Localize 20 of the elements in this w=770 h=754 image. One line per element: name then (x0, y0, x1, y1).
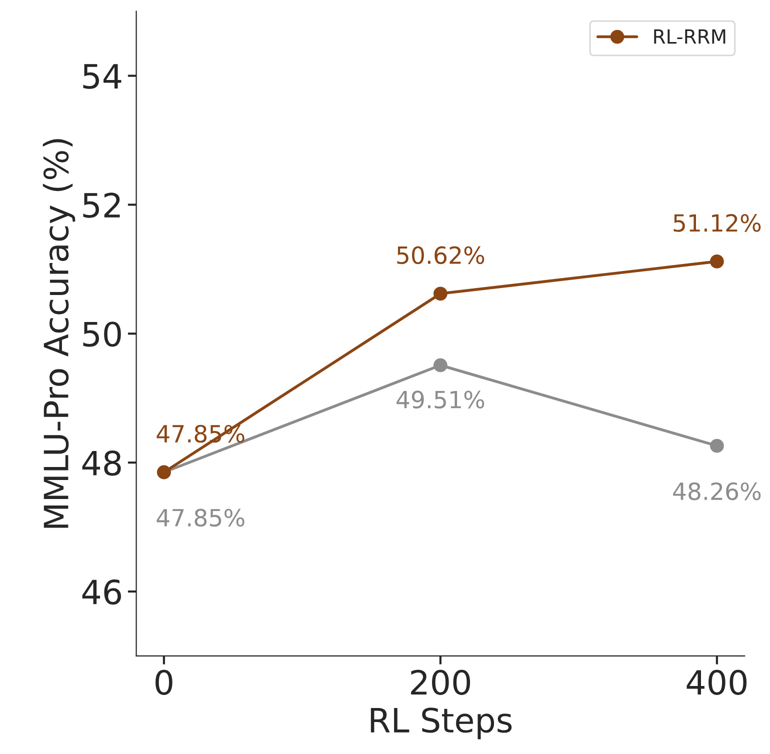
y-tick-label: 46 (82, 579, 121, 605)
data-label: 51.12% (674, 214, 761, 232)
point (710, 438, 724, 453)
x-tick-label: 0 (156, 670, 172, 695)
y-axis-title: MMLU-Pro Accuracy (%) (42, 139, 76, 528)
legend-label: RL-RRM (654, 29, 726, 44)
data-label: 47.85% (156, 508, 244, 527)
y-tick-label: 52 (83, 192, 120, 218)
y-tick-label: 50 (83, 322, 121, 347)
y-tick-label: 54 (83, 64, 122, 89)
data-label: 50.62% (397, 246, 484, 264)
x-tick-label: 200 (411, 670, 470, 695)
point (433, 286, 448, 301)
x-axis-title: RL Steps (370, 708, 512, 740)
data-label: 49.51% (396, 390, 484, 409)
x-tick-label: 400 (686, 670, 747, 695)
data-label: 48.26% (673, 482, 761, 500)
point (433, 358, 448, 372)
y-tick-label: 48 (82, 450, 121, 476)
point (710, 254, 724, 268)
